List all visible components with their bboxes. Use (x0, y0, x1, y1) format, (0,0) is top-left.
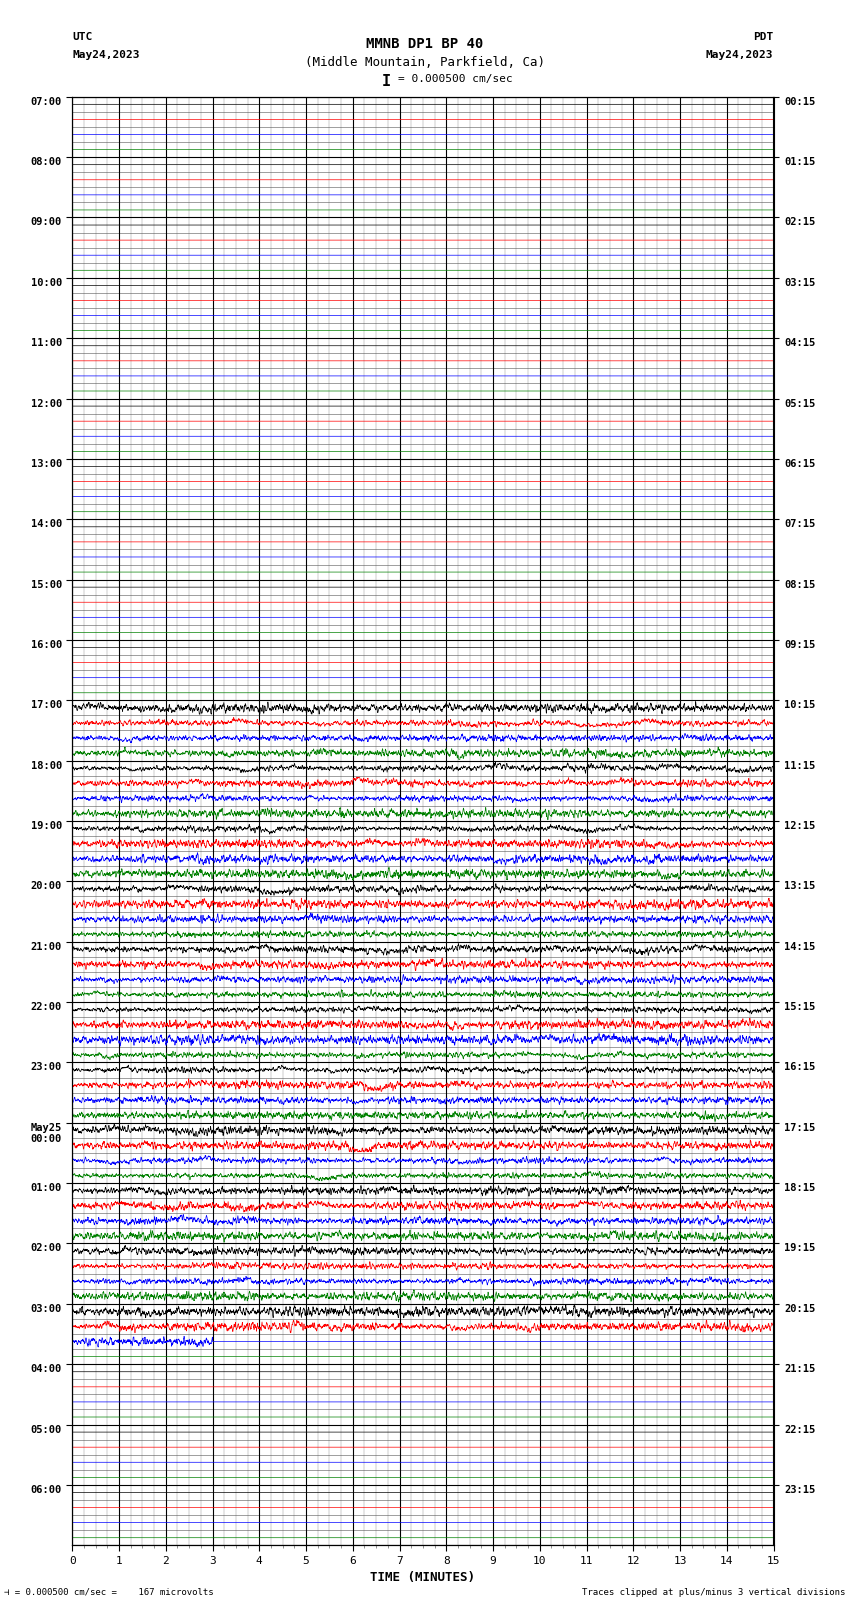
X-axis label: TIME (MINUTES): TIME (MINUTES) (371, 1571, 475, 1584)
Text: PDT: PDT (753, 32, 774, 42)
Text: I: I (382, 74, 391, 89)
Text: UTC: UTC (72, 32, 93, 42)
Text: ⊣ = 0.000500 cm/sec =    167 microvolts: ⊣ = 0.000500 cm/sec = 167 microvolts (4, 1587, 214, 1597)
Text: (Middle Mountain, Parkfield, Ca): (Middle Mountain, Parkfield, Ca) (305, 56, 545, 69)
Text: Traces clipped at plus/minus 3 vertical divisions: Traces clipped at plus/minus 3 vertical … (582, 1587, 846, 1597)
Text: = 0.000500 cm/sec: = 0.000500 cm/sec (398, 74, 513, 84)
Text: May24,2023: May24,2023 (706, 50, 774, 60)
Text: MMNB DP1 BP 40: MMNB DP1 BP 40 (366, 37, 484, 52)
Text: May24,2023: May24,2023 (72, 50, 139, 60)
